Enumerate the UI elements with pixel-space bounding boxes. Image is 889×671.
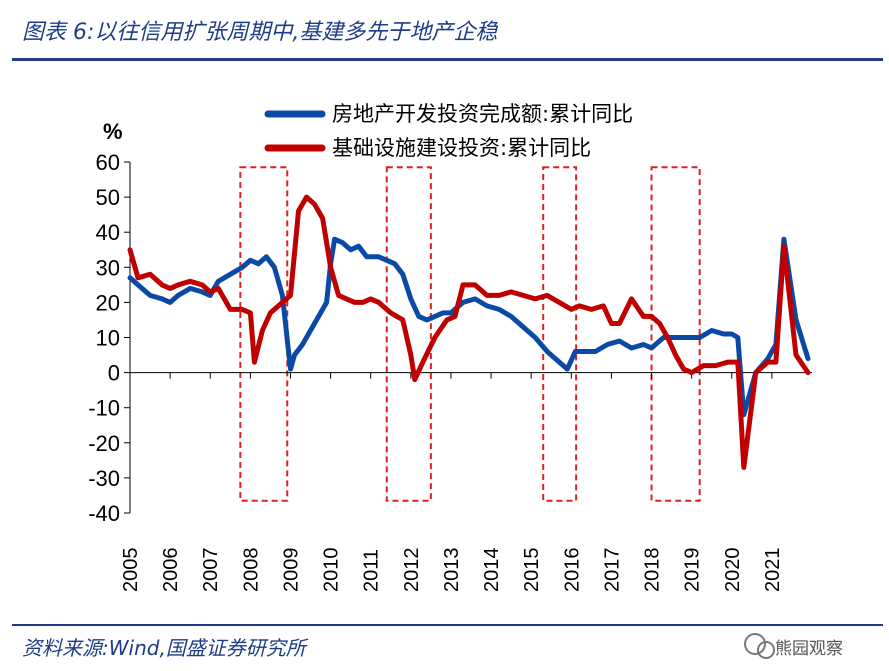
figure-title: 图表 6:以往信用扩张周期中,基建多先于地产企稳 xyxy=(22,20,498,45)
y-tick-label: -40 xyxy=(88,501,120,526)
series-line-infrastructure xyxy=(127,194,811,470)
x-tick-label: 2007 xyxy=(200,548,222,593)
x-tick-label: 2016 xyxy=(561,548,583,593)
y-tick-label: -10 xyxy=(88,396,120,421)
y-tick-label: 0 xyxy=(108,361,120,386)
highlight-box-3 xyxy=(542,166,578,502)
y-axis-unit: % xyxy=(103,119,123,144)
highlight-box-2 xyxy=(385,166,432,502)
series-lines xyxy=(127,194,811,470)
legend-label-infrastructure: 基础设施建设投资:累计同比 xyxy=(332,136,591,160)
y-tick-label: -30 xyxy=(88,466,120,491)
x-tick-label: 2008 xyxy=(240,548,262,593)
source-note: 资料来源:Wind,国盛证券研究所 xyxy=(22,636,306,660)
x-tick-label: 2009 xyxy=(280,548,302,593)
x-tick-label: 2006 xyxy=(160,548,182,593)
highlight-box-4 xyxy=(650,166,701,502)
x-tick-label: 2005 xyxy=(120,548,142,593)
x-tick-label: 2019 xyxy=(682,548,704,593)
title-divider xyxy=(12,58,883,61)
y-tick-label: 60 xyxy=(96,150,120,175)
x-tick-label: 2012 xyxy=(401,548,423,593)
watermark-label: 熊园观察 xyxy=(775,639,843,659)
wechat-icon xyxy=(744,633,775,659)
x-tick-label: 2014 xyxy=(481,548,503,593)
legend-label-realestate: 房地产开发投资完成额:累计同比 xyxy=(332,102,633,126)
y-tick-label: 40 xyxy=(96,220,120,245)
footer-divider xyxy=(12,624,883,626)
y-tick-label: -20 xyxy=(88,431,120,456)
x-tick-label: 2015 xyxy=(521,548,543,593)
y-tick-label: 20 xyxy=(96,290,120,315)
x-tick-label: 2018 xyxy=(642,548,664,593)
y-tick-label: 50 xyxy=(96,185,120,210)
y-tick-label: 30 xyxy=(96,255,120,280)
y-tick-label: 10 xyxy=(96,326,120,351)
x-tick-label: 2021 xyxy=(762,548,784,593)
x-tick-label: 2011 xyxy=(361,549,383,592)
x-tick-label: 2017 xyxy=(601,548,623,593)
x-tick-label: 2020 xyxy=(722,548,744,593)
legend: 房地产开发投资完成额:累计同比 基础设施建设投资:累计同比 xyxy=(264,102,633,160)
series-line-realestate xyxy=(127,236,811,418)
x-tick-label: 2013 xyxy=(441,548,463,593)
x-tick-label: 2010 xyxy=(321,548,343,593)
